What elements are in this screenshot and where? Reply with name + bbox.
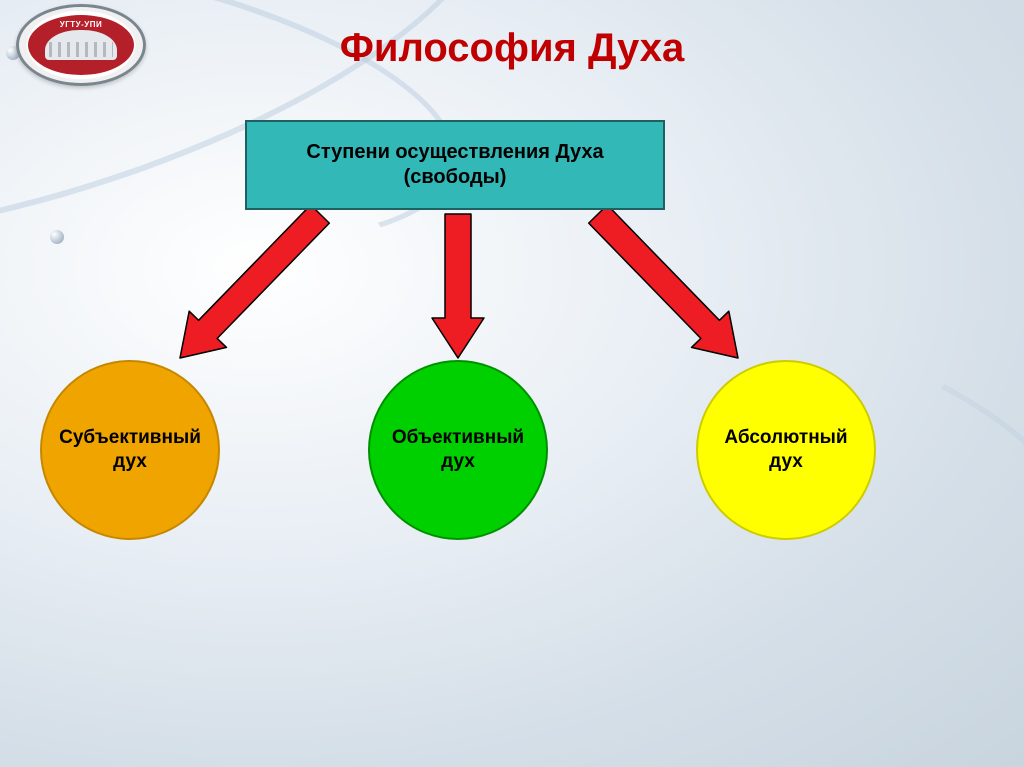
circle-node-0: Субъективныйдух [40, 360, 220, 540]
arrow-2 [589, 205, 738, 358]
circle-node-label: Абсолютныйдух [724, 426, 847, 474]
arrow-1 [432, 214, 484, 358]
root-box: Ступени осуществления Духа(свободы) [245, 120, 665, 210]
circle-node-1: Объективныйдух [368, 360, 548, 540]
spirit-diagram: Ступени осуществления Духа(свободы) Субъ… [0, 0, 1024, 767]
circle-node-label: Субъективныйдух [59, 426, 201, 474]
circle-node-2: Абсолютныйдух [696, 360, 876, 540]
root-box-label: Ступени осуществления Духа(свободы) [306, 140, 603, 190]
arrow-0 [180, 205, 329, 358]
circle-node-label: Объективныйдух [392, 426, 524, 474]
